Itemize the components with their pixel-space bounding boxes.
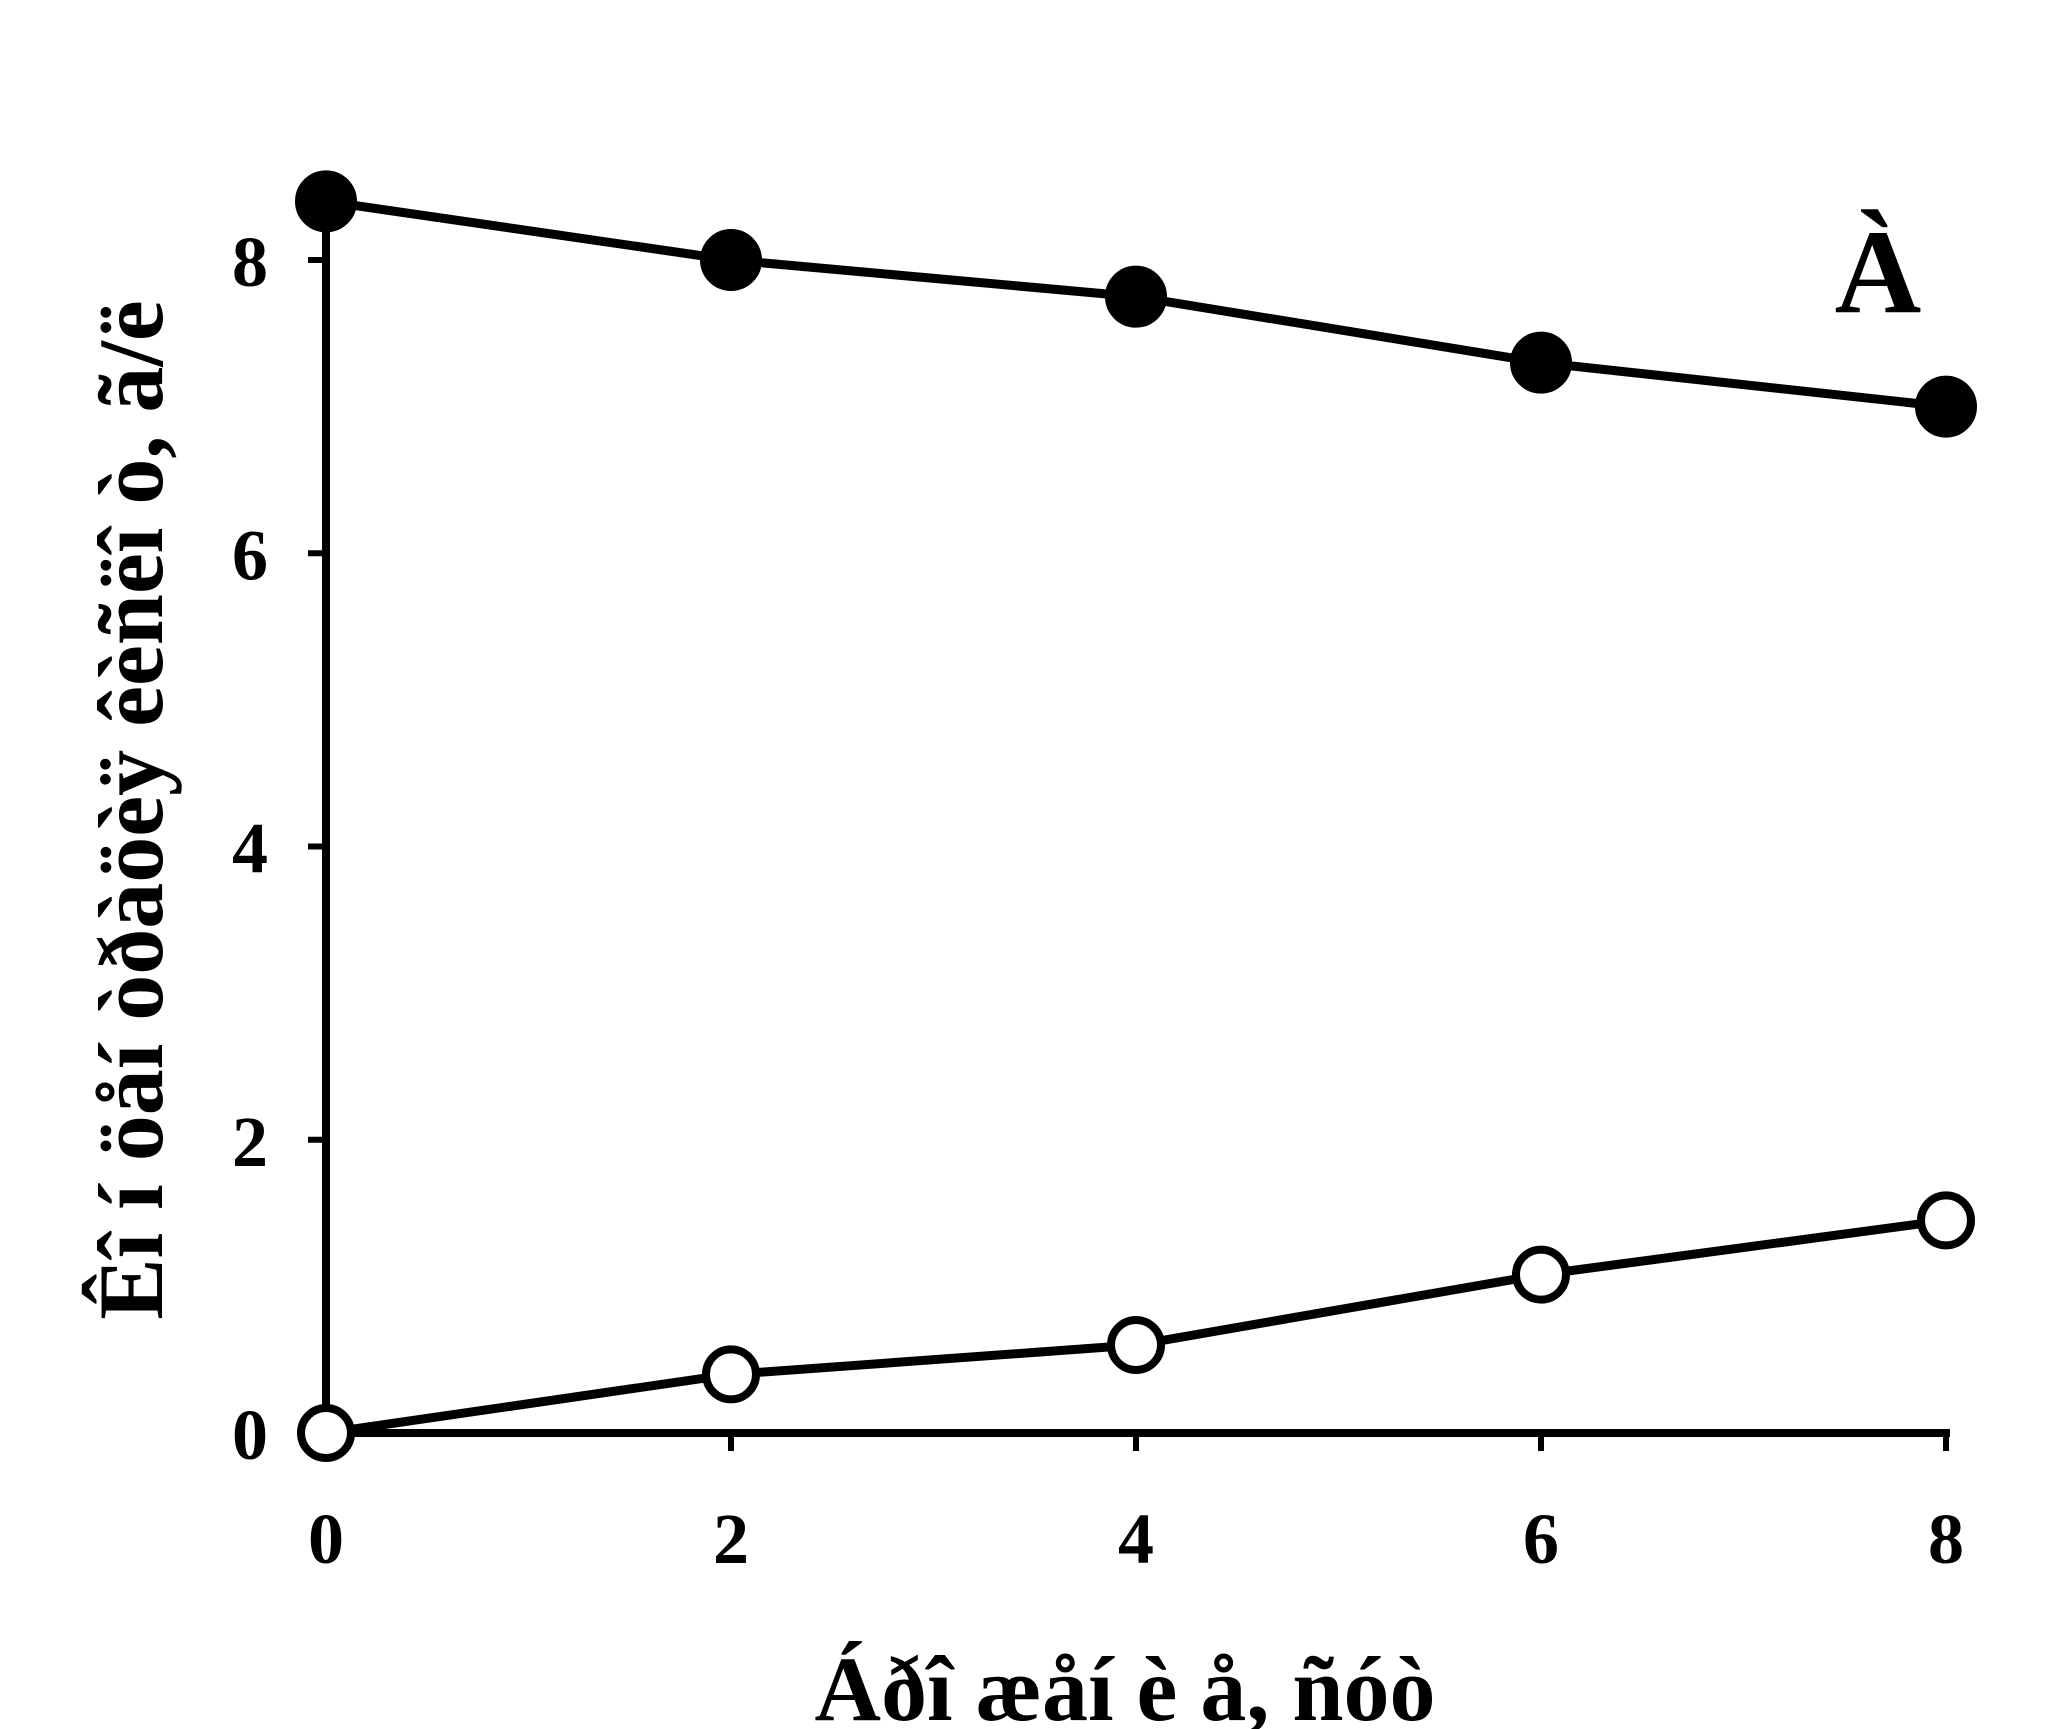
y-tick-label: 2 — [232, 1102, 268, 1182]
series-2-point — [1107, 1316, 1165, 1375]
x-tick-label: 4 — [1118, 1499, 1154, 1579]
y-ticks: 0 2 4 6 8 — [232, 222, 326, 1475]
y-axis-title: Êî í öåí òðàöèÿ êèñëî ò, ã/ë — [80, 300, 182, 1320]
series-2-point — [1917, 1191, 1975, 1250]
y-tick-label: 8 — [232, 222, 268, 302]
series-1-point — [295, 170, 357, 233]
x-tick-label: 0 — [308, 1499, 344, 1579]
series-1-point — [700, 229, 762, 291]
series-1-point — [1510, 331, 1572, 394]
x-tick-label: 8 — [1928, 1499, 1964, 1579]
x-ticks: 0 2 4 6 8 — [308, 1433, 1964, 1579]
y-tick-label: 4 — [232, 809, 268, 889]
series-1-point — [1105, 265, 1167, 328]
series-1-point — [1915, 375, 1977, 438]
panel-label: À — [1835, 205, 1922, 338]
x-tick-label: 6 — [1523, 1499, 1559, 1579]
series-2-point — [1512, 1245, 1570, 1304]
series-2-point — [297, 1404, 355, 1462]
y-tick-label: 6 — [232, 515, 268, 595]
series-layer — [295, 170, 1977, 1462]
y-tick-label: 0 — [232, 1395, 268, 1475]
x-axis-title: Áðî æåí è å, ñóò — [815, 1638, 1436, 1729]
x-tick-label: 2 — [713, 1499, 749, 1579]
series-2-point — [702, 1345, 760, 1404]
